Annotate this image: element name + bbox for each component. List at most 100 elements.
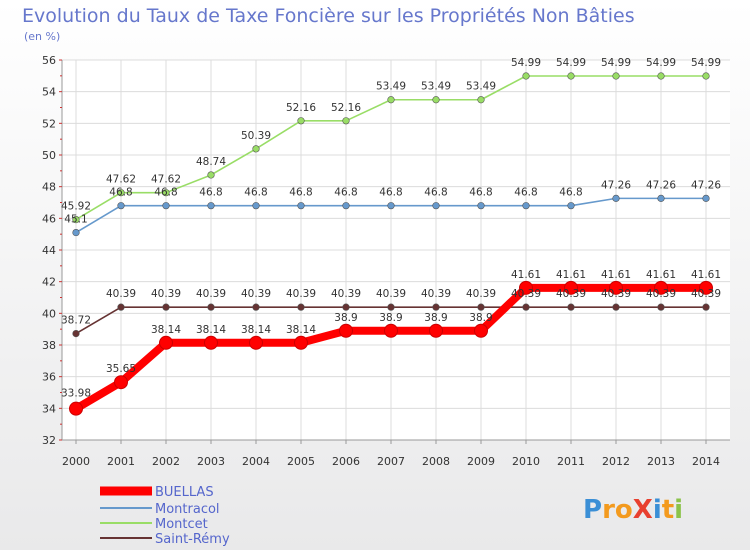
data-point	[117, 189, 125, 197]
data-point	[162, 303, 170, 311]
x-tick-label: 2014	[692, 455, 720, 468]
x-tick-label: 2013	[647, 455, 675, 468]
data-point	[117, 202, 125, 210]
x-tick-label: 2011	[557, 455, 585, 468]
data-label: 38.72	[61, 315, 91, 327]
data-point	[567, 303, 575, 311]
data-point	[612, 72, 620, 80]
data-label: 50.39	[241, 130, 271, 142]
data-point	[294, 335, 308, 350]
data-point	[657, 303, 665, 311]
data-label: 47.62	[106, 174, 136, 186]
x-tick-label: 2000	[62, 455, 90, 468]
data-label: 40.39	[196, 288, 226, 300]
data-point	[654, 280, 668, 295]
data-point	[297, 117, 305, 125]
data-label: 41.61	[691, 269, 721, 281]
chart-title: Evolution du Taux de Taxe Foncière sur l…	[22, 5, 635, 27]
x-tick-label: 2012	[602, 455, 630, 468]
y-tick-label: 32	[42, 434, 56, 447]
data-point	[657, 194, 665, 202]
x-tick-label: 2007	[377, 455, 405, 468]
data-label: 45.1	[64, 214, 87, 226]
data-point	[204, 335, 218, 350]
data-point	[72, 216, 80, 224]
data-label: 40.39	[466, 288, 496, 300]
x-tick-label: 2001	[107, 455, 135, 468]
data-label: 40.39	[691, 288, 721, 300]
data-point	[162, 189, 170, 197]
data-label: 38.9	[469, 312, 492, 324]
data-point	[207, 171, 215, 179]
data-point	[252, 145, 260, 153]
data-label: 46.8	[514, 187, 537, 199]
data-point	[252, 202, 260, 210]
data-label: 40.39	[106, 288, 136, 300]
data-point	[702, 194, 710, 202]
data-label: 33.98	[61, 388, 91, 400]
data-point	[522, 303, 530, 311]
data-point	[342, 303, 350, 311]
data-label: 38.9	[424, 312, 447, 324]
data-point	[519, 280, 533, 295]
legend-label: Montracol	[155, 502, 220, 517]
y-axis-label: (en %)	[24, 30, 60, 43]
data-label: 41.61	[511, 269, 541, 281]
data-label: 41.61	[601, 269, 631, 281]
data-label: 46.8	[469, 187, 492, 199]
data-point	[252, 303, 260, 311]
x-tick-label: 2006	[332, 455, 360, 468]
data-label: 54.99	[646, 57, 676, 69]
x-tick-label: 2009	[467, 455, 495, 468]
legend-label: Montcet	[155, 517, 208, 532]
data-point	[612, 303, 620, 311]
data-point	[249, 335, 263, 350]
data-label: 40.39	[376, 288, 406, 300]
data-point	[384, 323, 398, 338]
data-label: 48.74	[196, 156, 226, 168]
y-tick-label: 46	[42, 212, 56, 225]
data-label: 40.39	[556, 288, 586, 300]
data-point	[567, 72, 575, 80]
data-label: 47.26	[646, 179, 676, 191]
data-point	[162, 202, 170, 210]
x-tick-label: 2003	[197, 455, 225, 468]
legend-label: Saint-Rémy	[155, 532, 230, 547]
data-label: 38.14	[286, 324, 316, 336]
data-label: 38.14	[151, 324, 181, 336]
data-label: 38.9	[379, 312, 402, 324]
data-point	[339, 323, 353, 338]
data-label: 46.8	[199, 187, 222, 199]
data-point	[702, 72, 710, 80]
data-point	[207, 202, 215, 210]
data-point	[699, 280, 713, 295]
data-point	[702, 303, 710, 311]
data-label: 41.61	[646, 269, 676, 281]
data-point	[522, 72, 530, 80]
y-tick-label: 50	[42, 149, 56, 162]
data-label: 40.39	[421, 288, 451, 300]
data-point	[432, 202, 440, 210]
y-tick-label: 48	[42, 181, 56, 194]
data-label: 40.39	[646, 288, 676, 300]
data-label: 38.9	[334, 312, 357, 324]
data-point	[477, 303, 485, 311]
data-point	[159, 335, 173, 350]
y-tick-label: 38	[42, 339, 56, 352]
data-label: 46.8	[109, 187, 132, 199]
data-point	[432, 96, 440, 104]
data-label: 40.39	[511, 288, 541, 300]
data-point	[117, 303, 125, 311]
data-point	[69, 401, 83, 416]
x-tick-label: 2010	[512, 455, 540, 468]
data-label: 54.99	[556, 57, 586, 69]
data-point	[477, 96, 485, 104]
data-point	[297, 202, 305, 210]
y-tick-label: 42	[42, 276, 56, 289]
data-point	[522, 202, 530, 210]
data-label: 54.99	[691, 57, 721, 69]
data-point	[342, 202, 350, 210]
data-label: 46.8	[289, 187, 312, 199]
